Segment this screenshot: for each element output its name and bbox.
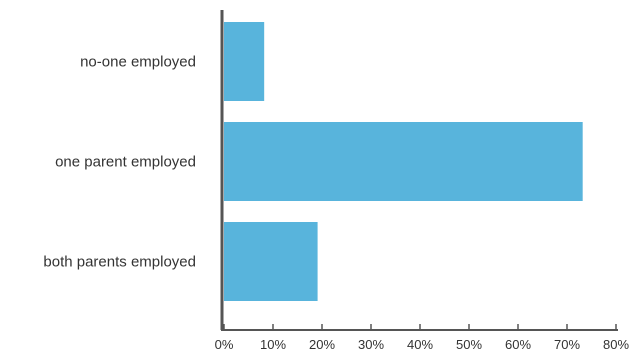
x-tick-label-5: 50% [456,337,482,352]
category-labels: no-one employed one parent employed both p… [43,54,196,271]
x-tick-label-2: 20% [309,337,335,352]
axes-group [220,10,618,331]
x-tick-label-8: 80% [603,337,629,352]
category-label-1: one parent employed [55,154,196,171]
bars-group [224,22,583,301]
category-label-2: both parents employed [43,254,196,271]
x-tick-label-0: 0% [215,337,234,352]
bar-1 [224,122,583,201]
x-tick-label-4: 40% [407,337,433,352]
tick-labels: 0% 10% 20% 30% 40% 50% 60% 70% 80% [215,337,630,352]
bar-0 [224,22,265,101]
x-tick-label-7: 70% [554,337,580,352]
x-tick-label-6: 60% [505,337,531,352]
bar-2 [224,222,318,301]
x-tick-label-1: 10% [260,337,286,352]
category-label-0: no-one employed [80,54,196,71]
x-tick-label-3: 30% [358,337,384,352]
